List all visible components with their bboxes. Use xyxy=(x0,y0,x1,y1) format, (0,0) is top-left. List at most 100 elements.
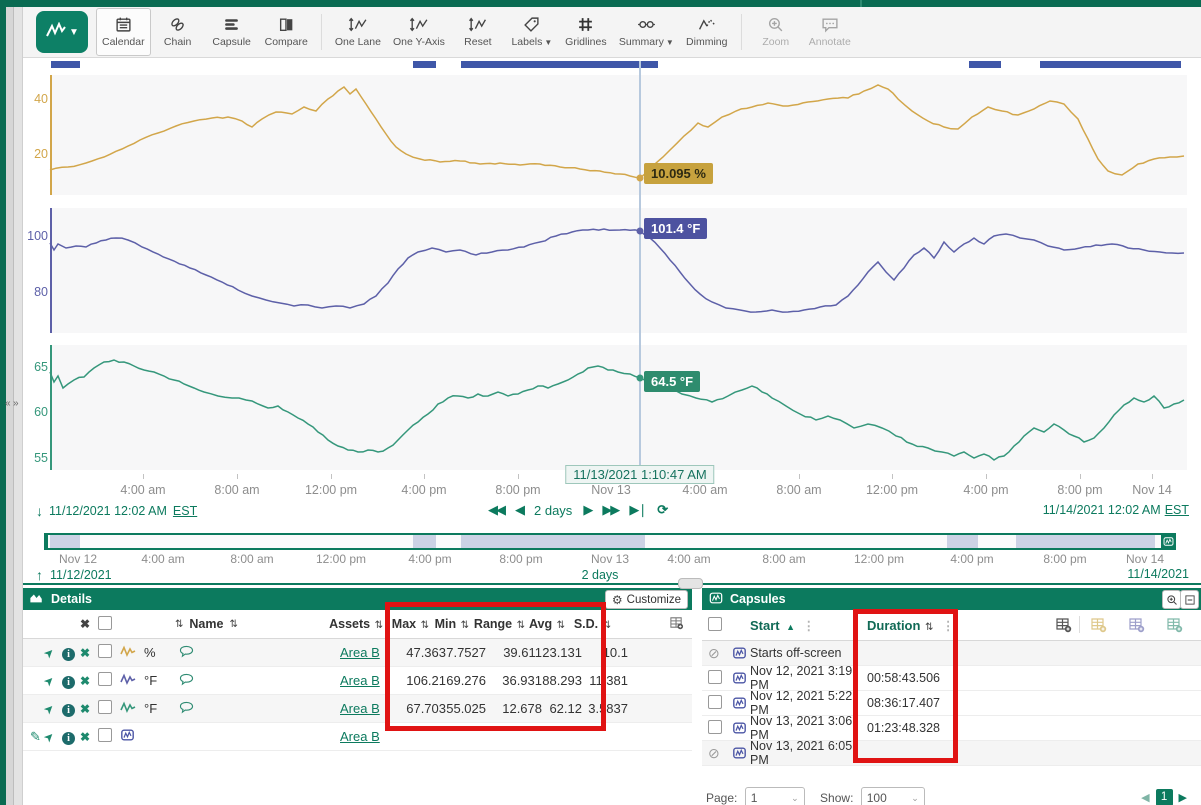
comment-bubble-icon[interactable] xyxy=(179,645,194,661)
kebab-menu-icon[interactable]: ⋮ xyxy=(942,619,955,633)
capsule-checkbox[interactable] xyxy=(708,670,722,684)
column-settings-icon[interactable] xyxy=(669,615,684,633)
column-avg[interactable]: Avg ⇅ xyxy=(526,617,566,631)
column-max[interactable]: Max ⇅ xyxy=(384,617,430,631)
timeline-scrubber[interactable] xyxy=(44,533,1176,550)
expand-panel-right-icon[interactable]: » xyxy=(13,398,19,409)
toolbar-button-compare[interactable]: Compare xyxy=(259,8,314,56)
pin-icon[interactable]: ➤ xyxy=(41,644,58,661)
panel-resize-handle[interactable] xyxy=(678,578,703,589)
info-icon[interactable]: i xyxy=(62,732,75,745)
column-name[interactable]: ⇅ Name ⇅ xyxy=(170,617,324,631)
refresh-icon[interactable]: ⟳ xyxy=(657,502,668,518)
row-checkbox[interactable] xyxy=(98,672,112,686)
capsule-checkbox[interactable] xyxy=(708,695,722,709)
customize-button[interactable]: ⚙ Customize xyxy=(605,590,688,609)
timezone-link-end[interactable]: EST xyxy=(1165,503,1189,517)
step-back-full-icon[interactable]: ◀◀ xyxy=(488,502,504,518)
details-row-temperature[interactable]: ➤i✖°FArea B106.2169.27636.93188.29311.38… xyxy=(22,667,692,695)
zoom-to-capsule-button[interactable] xyxy=(1162,590,1181,609)
capsule-indicator-bar[interactable] xyxy=(1040,61,1181,68)
column-assets[interactable]: Assets ⇅ xyxy=(324,617,384,631)
collapse-panel-left-icon[interactable]: « xyxy=(5,398,11,409)
capsule-row[interactable]: ⊘Nov 13, 2021 6:05 PM xyxy=(702,741,1201,766)
comment-bubble-icon[interactable] xyxy=(179,673,194,689)
remove-item-icon[interactable]: ✖ xyxy=(80,674,98,688)
next-page-icon[interactable]: ▶ xyxy=(1179,791,1187,804)
pin-icon[interactable]: ➤ xyxy=(41,672,58,689)
row-checkbox[interactable] xyxy=(98,700,112,714)
comment-bubble-icon[interactable] xyxy=(179,701,194,717)
step-back-half-icon[interactable]: ◀ xyxy=(515,502,523,518)
toolbar-button-summary[interactable]: Summary▼ xyxy=(613,8,680,56)
toolbar-button-calendar[interactable]: Calendar xyxy=(96,8,151,56)
column-min[interactable]: Min ⇅ xyxy=(430,617,470,631)
capsule-row[interactable]: Nov 12, 2021 3:19 PM00:58:43.506 xyxy=(702,666,1201,691)
capsule-row[interactable]: ⊘Starts off-screen xyxy=(702,641,1201,666)
previous-page-icon[interactable]: ◀ xyxy=(1141,791,1149,804)
scrubber-right-handle[interactable] xyxy=(1161,533,1176,550)
capsule-indicator-bar[interactable] xyxy=(461,61,658,68)
y-axis-tick-label: 65 xyxy=(20,360,48,374)
toolbar-button-dimming[interactable]: Dimming xyxy=(680,8,734,56)
column-duration[interactable]: Duration ⇅ ⋮ xyxy=(865,618,977,633)
toolbar-button-chain[interactable]: Chain xyxy=(151,8,205,56)
remove-all-icon[interactable]: ✖ xyxy=(80,617,98,631)
remove-item-icon[interactable]: ✖ xyxy=(80,730,98,744)
capsule-indicator-bar[interactable] xyxy=(51,61,80,68)
add-column-icon[interactable] xyxy=(1055,616,1072,636)
trend-lane-2[interactable] xyxy=(50,208,1187,333)
edit-pencil-icon[interactable]: ✎ xyxy=(30,729,41,744)
column-start[interactable]: Start ▲ ⋮ xyxy=(750,618,865,633)
pin-icon[interactable]: ➤ xyxy=(41,700,58,717)
x-axis-label: 12:00 pm xyxy=(866,483,918,497)
capsule-indicator-bar[interactable] xyxy=(969,61,1001,68)
column-range[interactable]: Range ⇅ xyxy=(470,617,526,631)
toolbar-button-gridlines[interactable]: Gridlines xyxy=(559,8,613,56)
current-page-button[interactable]: 1 xyxy=(1156,789,1173,805)
capsule-checkbox[interactable] xyxy=(708,720,722,734)
toolbar-button-capsule[interactable]: Capsule xyxy=(205,8,259,56)
remove-item-icon[interactable]: ✖ xyxy=(80,702,98,716)
duration-label[interactable]: 2 days xyxy=(534,503,572,518)
details-row-relative-humidity[interactable]: ➤i✖%Area B47.3637.752739.61123.13110.1 xyxy=(22,639,692,667)
trend-view-menu-button[interactable]: ▼ xyxy=(36,11,88,53)
add-stat-column-gold-icon[interactable] xyxy=(1090,616,1107,636)
info-icon[interactable]: i xyxy=(62,676,75,689)
timezone-link[interactable]: EST xyxy=(173,504,197,518)
asset-link[interactable]: Area B xyxy=(340,701,380,716)
details-row-hot-temp[interactable]: ✎➤ i ✖ Area B xyxy=(22,723,692,751)
remove-item-icon[interactable]: ✖ xyxy=(80,646,98,660)
page-select[interactable]: 1⌄ xyxy=(745,787,805,805)
info-icon[interactable]: i xyxy=(62,648,75,661)
add-stat-column-blue-icon[interactable] xyxy=(1128,616,1145,636)
step-forward-full-icon[interactable]: ▶▶ xyxy=(602,502,618,518)
step-forward-half-icon[interactable]: ▶ xyxy=(583,502,591,518)
capsule-row[interactable]: Nov 13, 2021 3:06 PM01:23:48.328 xyxy=(702,716,1201,741)
show-select[interactable]: 100⌄ xyxy=(861,787,925,805)
pin-icon[interactable]: ➤ xyxy=(41,728,58,745)
capsule-indicator-bar[interactable] xyxy=(413,61,436,68)
select-all-checkbox[interactable] xyxy=(98,616,112,630)
row-checkbox[interactable] xyxy=(98,728,112,742)
toolbar-button-one-lane[interactable]: One Lane xyxy=(329,8,387,56)
toolbar-button-one-y-axis[interactable]: One Y-Axis xyxy=(387,8,451,56)
collapse-panel-button[interactable] xyxy=(1180,590,1199,609)
select-all-capsules-checkbox[interactable] xyxy=(708,617,722,631)
step-to-now-icon[interactable]: ▶❘ xyxy=(629,502,646,518)
add-stat-column-green-icon[interactable] xyxy=(1166,616,1183,636)
asset-link[interactable]: Area B xyxy=(340,729,380,744)
row-checkbox[interactable] xyxy=(98,644,112,658)
toolbar-button-labels[interactable]: Labels▼ xyxy=(505,8,559,56)
trend-lane-3[interactable] xyxy=(50,345,1187,470)
asset-link[interactable]: Area B xyxy=(340,645,380,660)
trend-lane-1[interactable] xyxy=(50,75,1187,195)
column-sd[interactable]: S.D. ⇅ xyxy=(566,617,616,631)
kebab-menu-icon[interactable]: ⋮ xyxy=(803,619,816,633)
toolbar-button-reset[interactable]: Reset xyxy=(451,8,505,56)
capsule-row[interactable]: Nov 12, 2021 5:22 PM08:36:17.407 xyxy=(702,691,1201,716)
scrubber-axis-label: 8:00 pm xyxy=(499,552,542,566)
details-row-wet-bulb[interactable]: ➤i✖°FArea B67.70355.02512.67862.123.5837 xyxy=(22,695,692,723)
asset-link[interactable]: Area B xyxy=(340,673,380,688)
info-icon[interactable]: i xyxy=(62,704,75,717)
